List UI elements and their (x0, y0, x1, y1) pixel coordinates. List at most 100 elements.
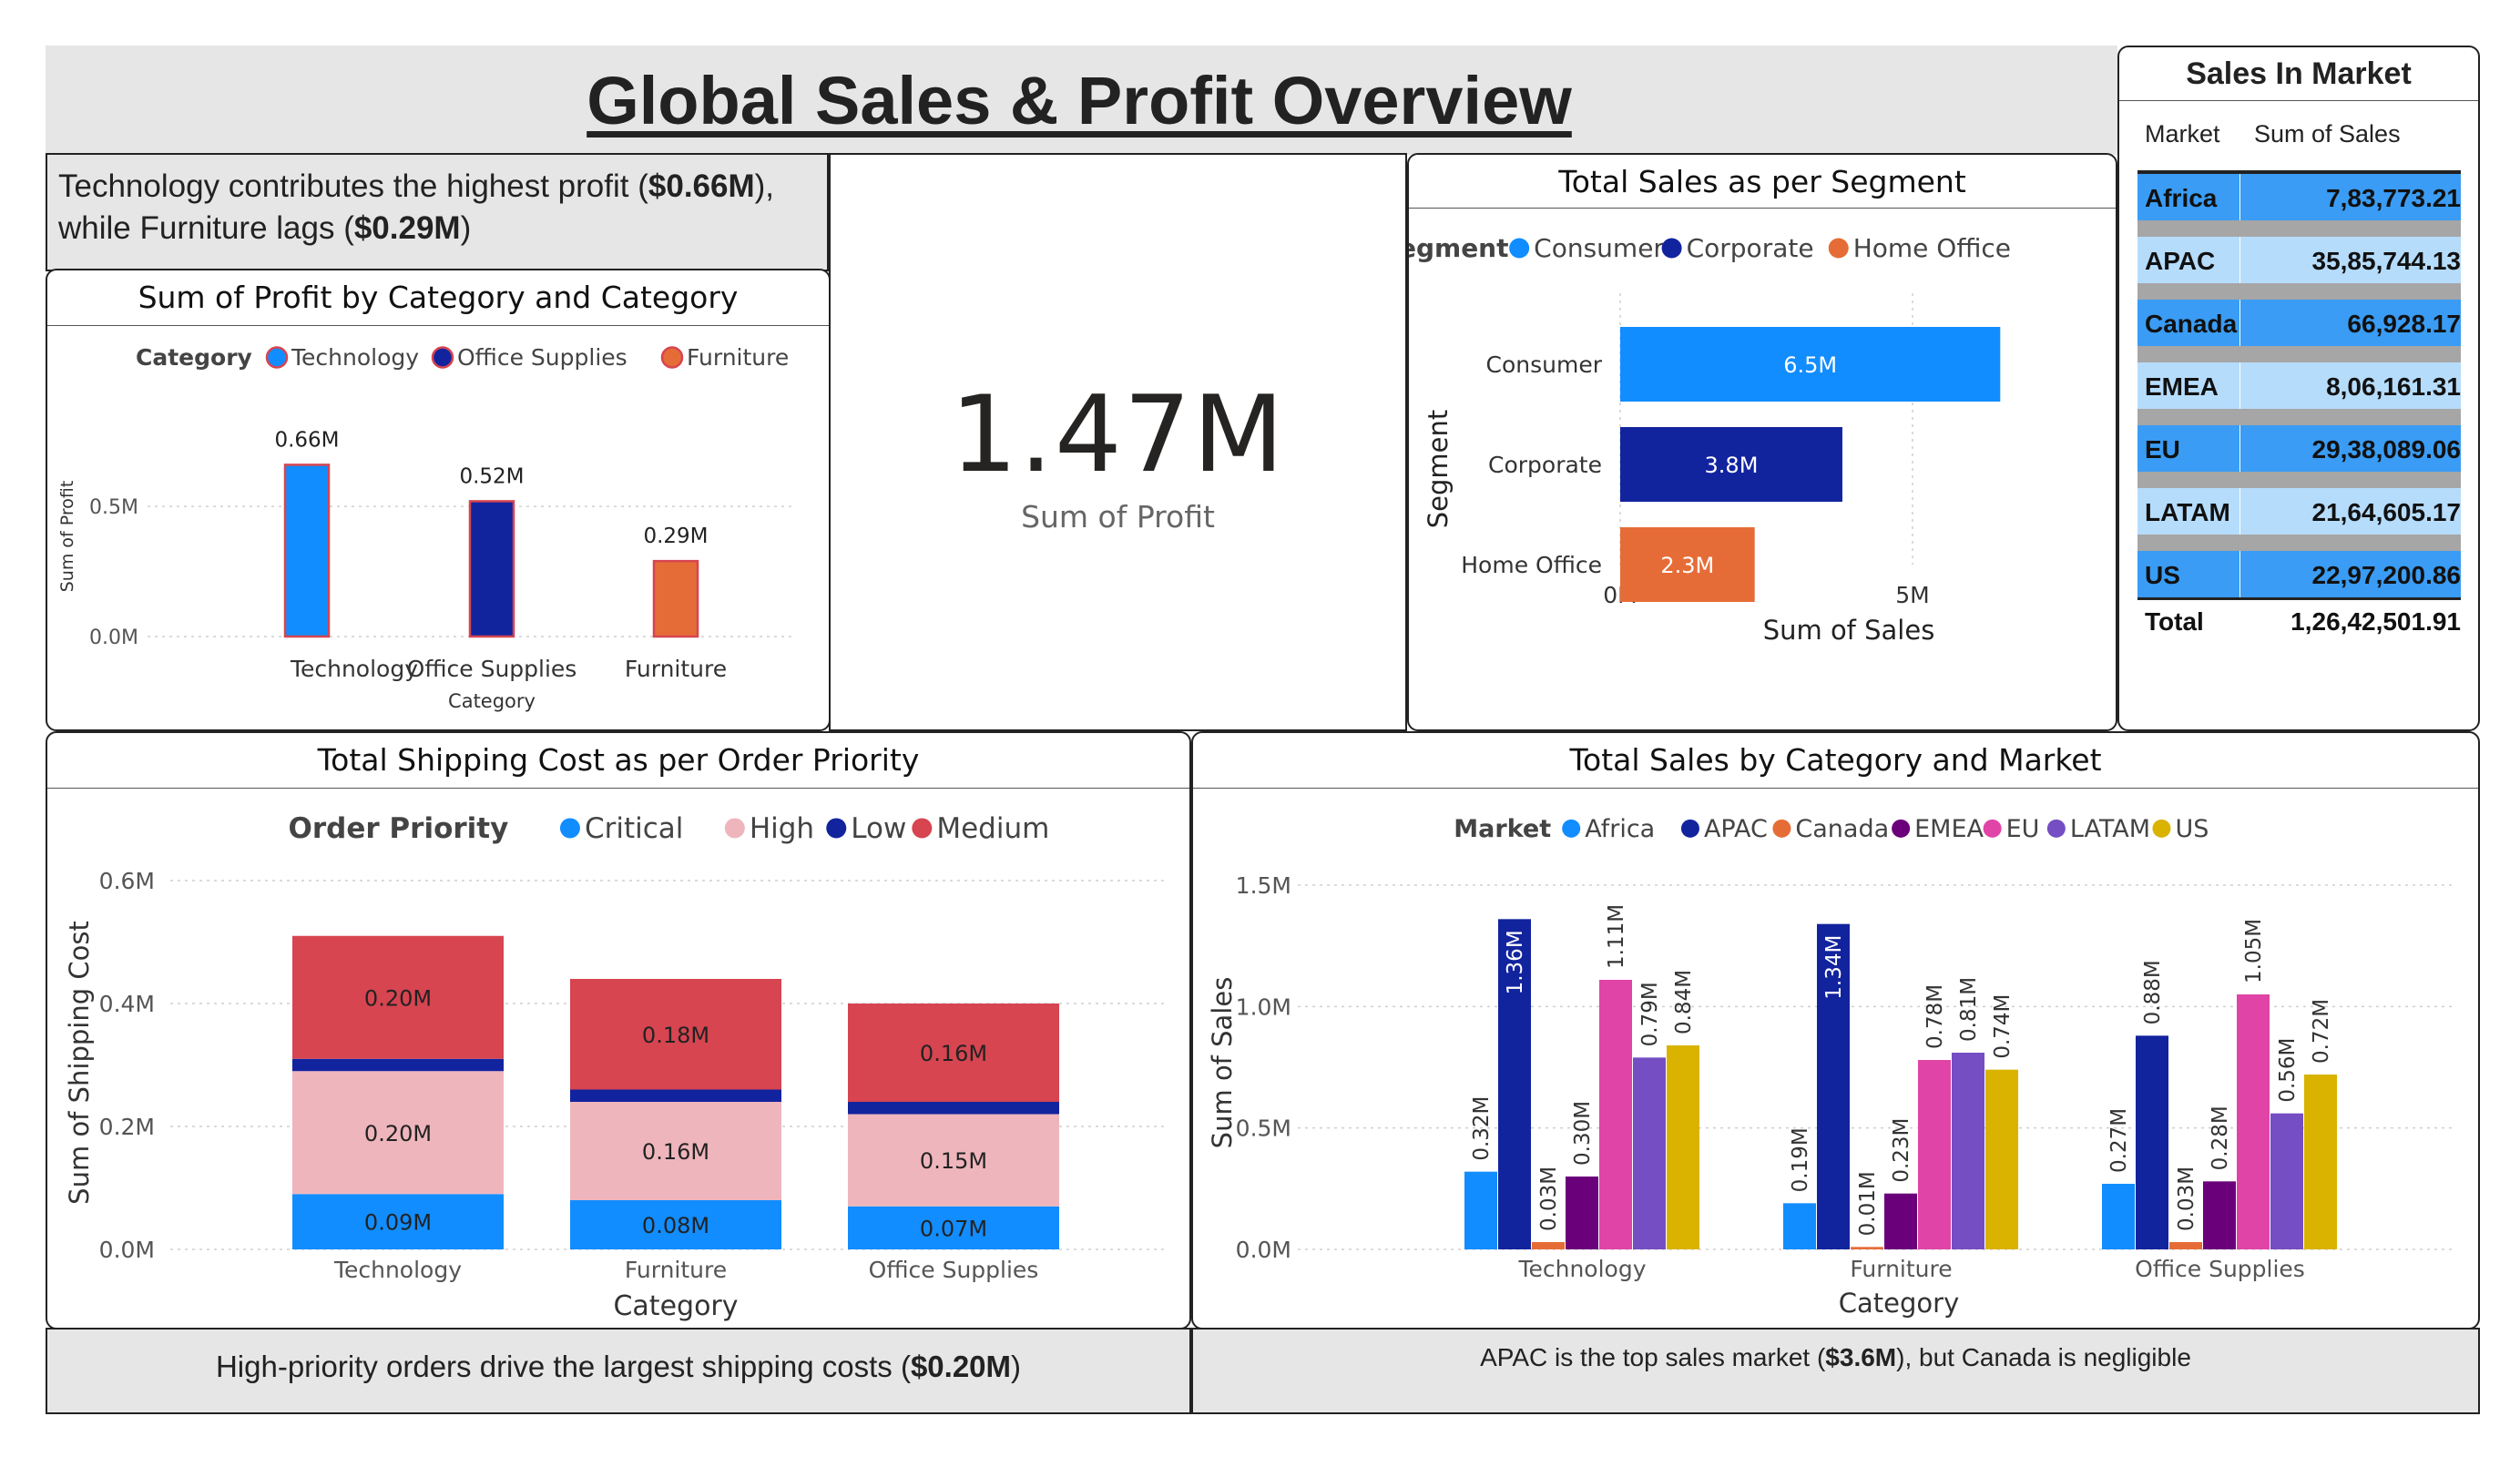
segment-chart-title: Total Sales as per Segment (1558, 164, 1966, 199)
market-table-title: Sales In Market (2186, 56, 2412, 91)
data-label: 1.36M (1504, 930, 1527, 994)
market-sales-value: 22,97,200.86 (2311, 561, 2462, 589)
x-tick-label: Office Supplies (2135, 1256, 2305, 1282)
y-axis-title: Sum of Shipping Cost (64, 921, 95, 1205)
segment-chart: SegmentConsumerCorporateHome Office0M5M6… (1409, 233, 2011, 646)
market-name: US (2145, 561, 2180, 589)
kpi-label: Sum of Profit (1021, 499, 1215, 535)
data-label: 2.3M (1660, 553, 1714, 578)
shipping-insight-text: High-priority orders drive the largest s… (215, 1350, 1022, 1383)
shipping-insight-box: High-priority orders drive the largest s… (46, 1328, 1191, 1414)
data-label: 0.27M (2107, 1108, 2131, 1173)
stack-segment-critical (570, 1200, 781, 1249)
market-sales-value: 35,85,744.13 (2311, 247, 2462, 275)
stack-segment-medium (292, 935, 504, 1059)
data-label: 0.52M (459, 464, 524, 488)
market-total-value: 1,26,42,501.91 (2290, 607, 2461, 636)
y-tick-label: 1.5M (1236, 872, 1291, 899)
legend-marker-medium (912, 818, 933, 839)
market-name: APAC (2145, 247, 2216, 275)
bar-office-supplies (468, 500, 515, 638)
data-label: 3.8M (1705, 453, 1759, 478)
legend-marker-corporate (1661, 238, 1682, 259)
legend-marker-apac (1680, 819, 1699, 838)
sales-in-market-panel: Sales In Market Market Sum of Sales Afri… (2117, 46, 2480, 731)
legend-marker-us (2152, 819, 2171, 838)
data-label: 0.79M (1638, 982, 1662, 1046)
market-sales-value: 7,83,773.21 (2326, 184, 2461, 212)
bar-latam-furniture (1952, 1053, 1984, 1249)
market-name: LATAM (2145, 498, 2230, 526)
bar-eu-technology (1599, 980, 1632, 1249)
market-table-row: LATAM 21,64,605.17 (2137, 488, 2461, 551)
market-table-header-sales: Sum of Sales (2254, 120, 2401, 148)
market-col-divider (2239, 488, 2240, 535)
market-sales-value: 66,928.17 (2347, 310, 2461, 338)
y-tick-label: Home Office (1461, 552, 1602, 578)
data-label: 0.78M (1923, 984, 1947, 1049)
stack-segment-critical (292, 1194, 504, 1249)
profit-chart-title: Sum of Profit by Category and Category (138, 280, 739, 315)
page-title: Global Sales & Profit Overview (587, 63, 1572, 138)
bar-africa-office-supplies (2102, 1184, 2135, 1249)
shipping-chart-title: Total Shipping Cost as per Order Priorit… (317, 742, 920, 778)
market-table-row: Canada 66,928.17 (2137, 300, 2461, 362)
legend-marker-canada (1772, 819, 1791, 838)
y-axis-title: Sum of Profit (57, 481, 77, 593)
bar-apac-office-supplies (2136, 1035, 2168, 1249)
y-axis-title: Sum of Sales (1207, 977, 1238, 1149)
y-tick-label: 0.2M (99, 1114, 155, 1140)
data-label: 0.18M (642, 1023, 709, 1048)
market-col-divider (2239, 551, 2240, 597)
data-label: 0.20M (364, 1121, 432, 1146)
data-label: 0.16M (642, 1139, 709, 1165)
legend-marker-office-supplies (431, 346, 454, 369)
data-label: 0.74M (1991, 994, 2015, 1059)
bar-emea-furniture (1884, 1193, 1917, 1249)
data-label: 0.20M (364, 985, 432, 1011)
x-axis-title: Category (613, 1290, 738, 1322)
title-banner: Global Sales & Profit Overview (46, 46, 2117, 155)
legend-label: Canada (1795, 815, 1889, 843)
y-tick-label: 0.6M (99, 868, 155, 894)
bar-corporate (1620, 427, 1842, 502)
data-label: 0.09M (364, 1210, 432, 1236)
profit-chart-panel: Sum of Profit by Category and Category C… (46, 269, 831, 731)
data-label: 0.16M (920, 1041, 987, 1066)
market-sales-value: 29,38,089.06 (2311, 435, 2462, 464)
profit-insight-box: Technology contributes the highest profi… (46, 153, 829, 271)
data-label: 0.03M (2175, 1167, 2199, 1231)
y-tick-label: 1.0M (1236, 993, 1291, 1020)
data-label: 1.05M (2242, 919, 2266, 983)
market-name: Africa (2145, 184, 2218, 212)
x-tick-label: Furniture (1850, 1256, 1952, 1282)
x-tick-label: Technology (1517, 1256, 1646, 1282)
legend-label: Medium (936, 812, 1049, 845)
legend-marker-technology (265, 346, 289, 369)
profit-chart: Category Technology Office Supplies Furnitu… (57, 344, 794, 712)
market-chart-panel: Total Sales by Category and Market Marke… (1191, 731, 2480, 1330)
shipping-chart: Order Priority Critical High Low Medium 0.0M 0… (64, 812, 1168, 1322)
legend-label: LATAM (2070, 815, 2150, 843)
stack-segment-low (570, 1089, 781, 1102)
data-label: 0.29M (643, 525, 708, 548)
data-label: 0.07M (920, 1216, 987, 1241)
bar-africa-technology (1464, 1171, 1497, 1249)
market-name: EU (2145, 435, 2180, 464)
market-table-row: US 22,97,200.86 (2137, 551, 2461, 597)
x-tick-label: Office Supplies (869, 1257, 1039, 1283)
data-label: 0.03M (1537, 1167, 1561, 1231)
legend-marker-eu (1983, 819, 2002, 838)
x-tick-label: Office Supplies (407, 656, 577, 682)
market-chart-title: Total Sales by Category and Market (1569, 742, 2102, 778)
market-table-header-market: Market (2145, 120, 2220, 148)
y-tick-label: 0.5M (89, 496, 138, 519)
market-table-row: Africa 7,83,773.21 (2137, 174, 2461, 237)
legend-label: Corporate (1687, 233, 1814, 263)
stack-segment-medium (570, 979, 781, 1090)
market-col-divider (2239, 425, 2240, 472)
x-axis-title: Category (448, 690, 536, 712)
y-tick-label: Consumer (1486, 352, 1603, 378)
x-tick-label: 5M (1895, 582, 1929, 608)
bar-home-office (1620, 527, 1755, 602)
